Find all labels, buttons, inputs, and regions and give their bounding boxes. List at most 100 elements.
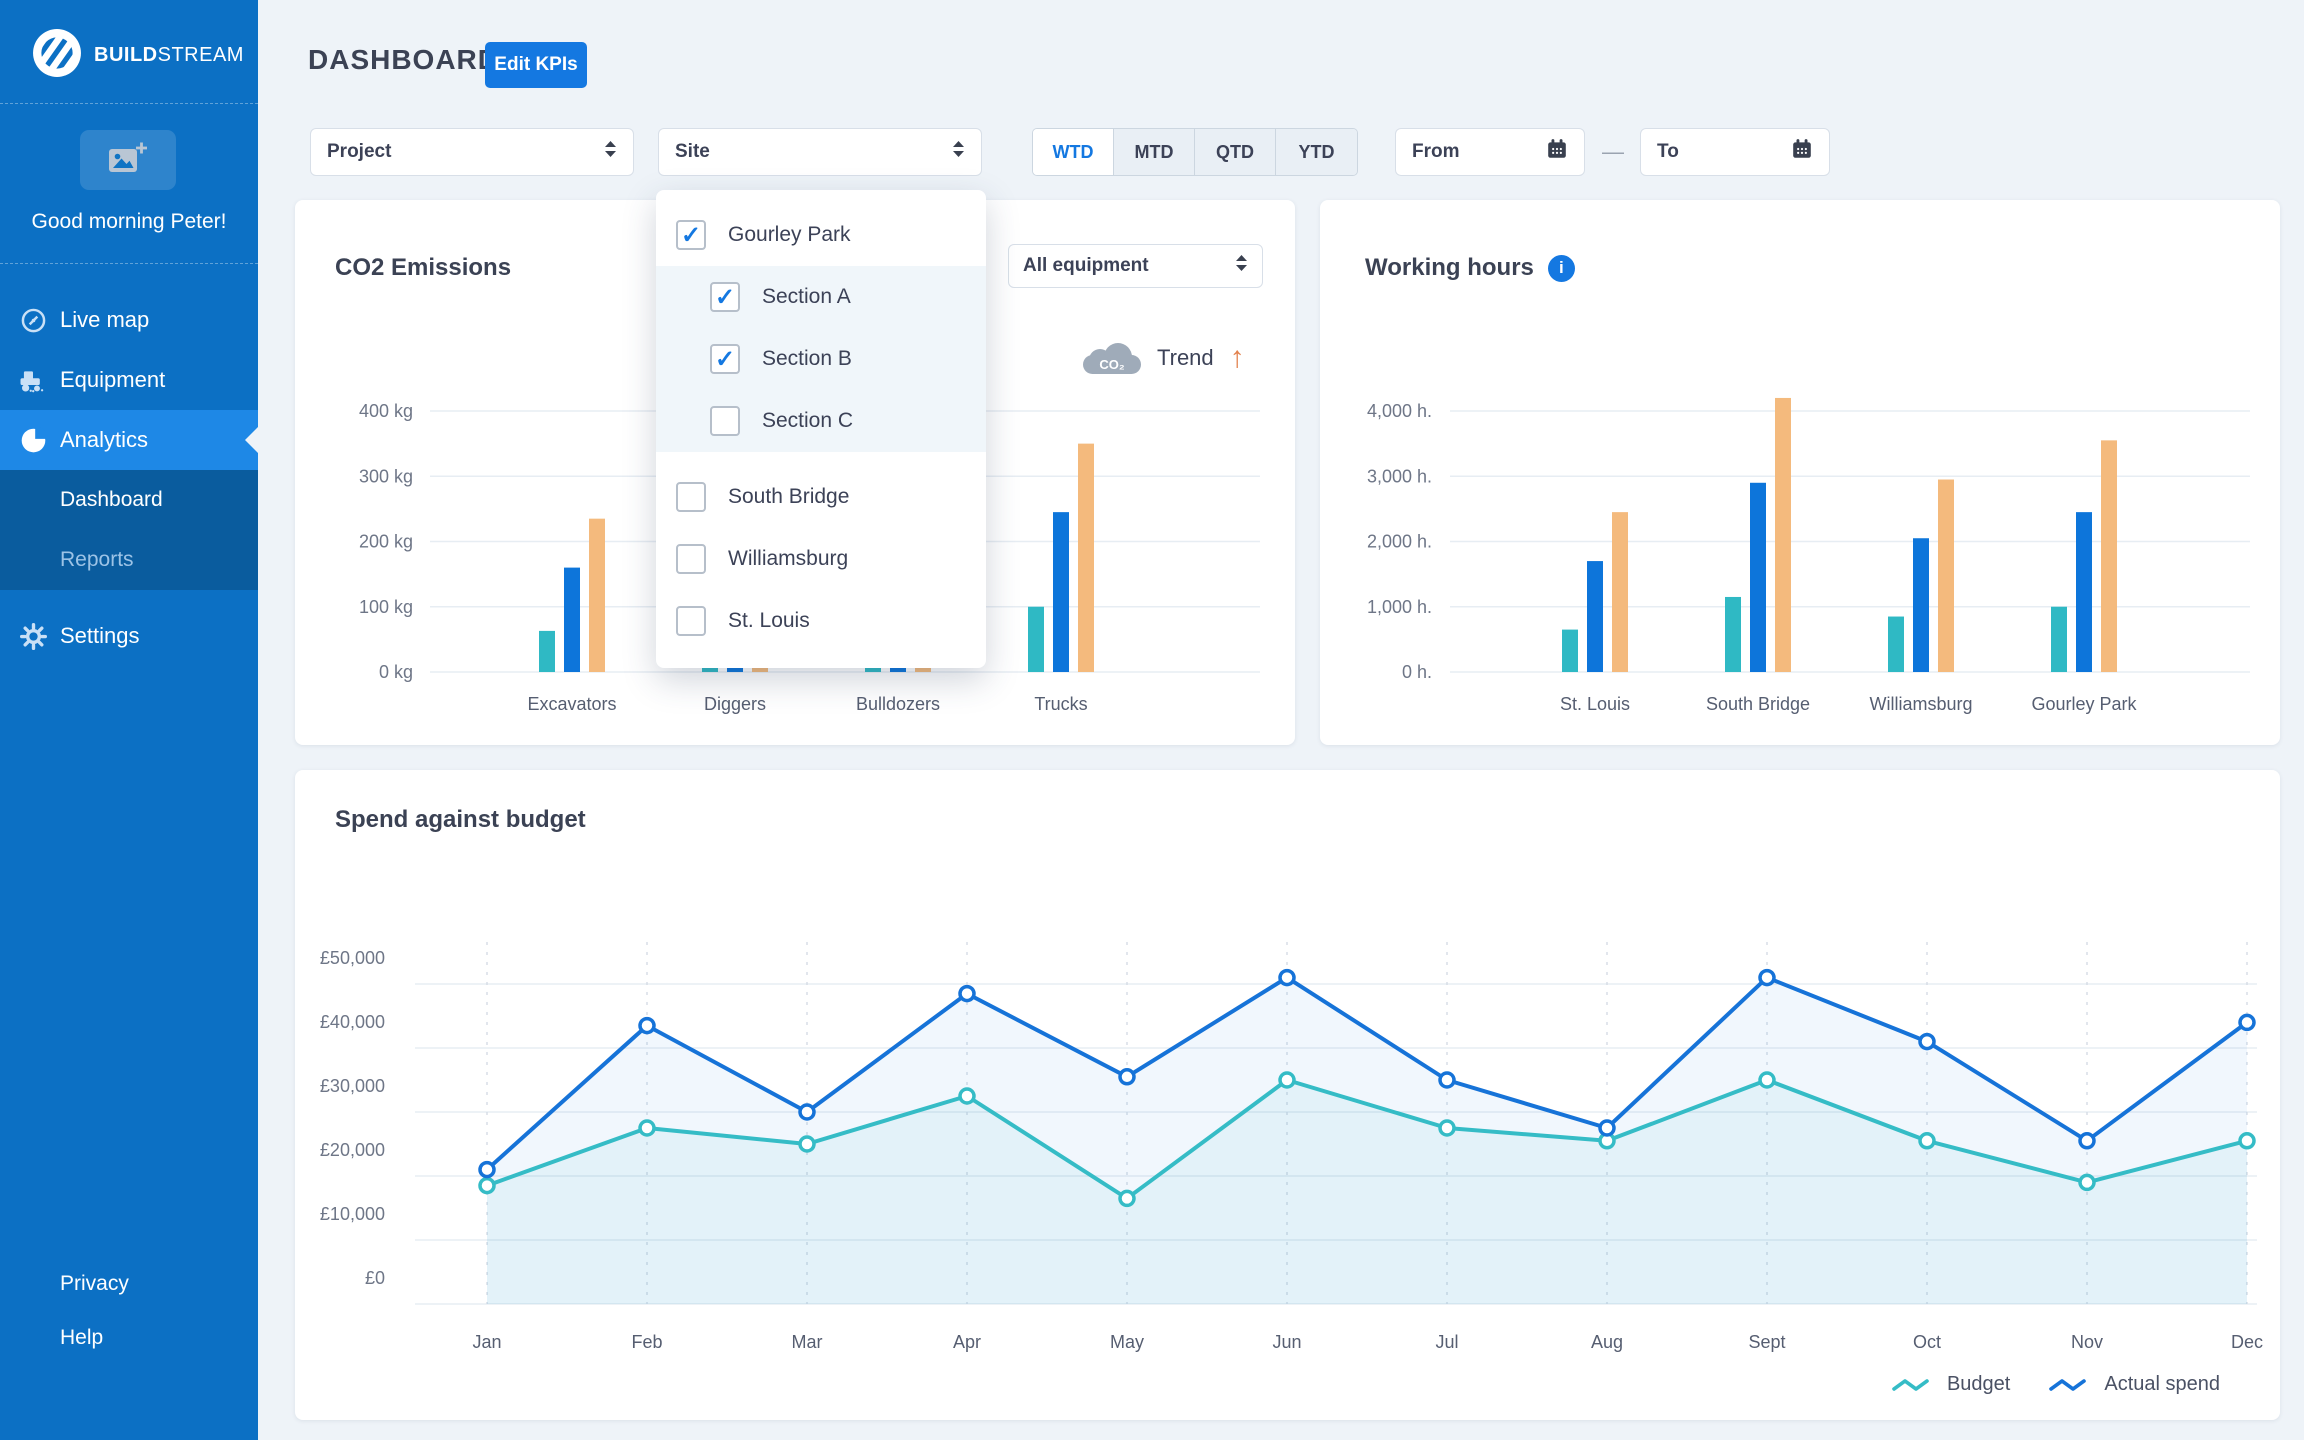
submenu-item-dashboard[interactable]: Dashboard xyxy=(0,470,258,530)
bar-gourley-park-orange xyxy=(2101,440,2117,672)
site-select[interactable]: Site xyxy=(658,128,982,176)
bar-williamsburg-blue xyxy=(1913,538,1929,672)
point-actual-spend-jun xyxy=(1278,968,1296,987)
checkbox-checked-icon[interactable]: ✓ xyxy=(710,344,740,374)
site-option-label: Gourley Park xyxy=(728,223,851,246)
site-option-label: Section C xyxy=(762,409,854,432)
date-to-label: To xyxy=(1657,141,1679,162)
point-budget-dec xyxy=(2238,1132,2256,1150)
svg-text:£0: £0 xyxy=(365,1268,385,1288)
footer-link-privacy[interactable]: Privacy xyxy=(0,1257,258,1311)
checkbox-checked-icon[interactable]: ✓ xyxy=(710,282,740,312)
bar-gourley-park-teal xyxy=(2051,606,2067,672)
point-actual-spend-jan xyxy=(478,1160,496,1179)
svg-text:£40,000: £40,000 xyxy=(320,1012,385,1032)
site-option-section-a[interactable]: ✓ Section A xyxy=(656,266,986,328)
sidebar-item-analytics[interactable]: Analytics xyxy=(0,410,258,470)
svg-text:2,000 h.: 2,000 h. xyxy=(1367,532,1432,552)
checkbox-checked-icon[interactable]: ✓ xyxy=(676,220,706,250)
svg-text:400 kg: 400 kg xyxy=(359,401,413,421)
point-actual-spend-aug xyxy=(1598,1119,1616,1137)
svg-text:0 h.: 0 h. xyxy=(1402,662,1432,682)
sidebar-item-label: Settings xyxy=(60,623,140,648)
site-option-gourley-park[interactable]: ✓ Gourley Park xyxy=(656,204,986,266)
add-photo-button[interactable] xyxy=(80,130,176,190)
site-option-st-louis[interactable]: St. Louis xyxy=(656,590,986,652)
checkbox-icon[interactable] xyxy=(676,606,706,636)
sort-caret-icon xyxy=(1235,254,1248,278)
svg-text:1,000 h.: 1,000 h. xyxy=(1367,597,1432,617)
svg-text:Diggers: Diggers xyxy=(704,694,766,714)
bar-williamsburg-teal xyxy=(1888,616,1904,672)
svg-text:3,000 h.: 3,000 h. xyxy=(1367,466,1432,486)
date-to-field[interactable]: To xyxy=(1640,128,1830,176)
legend-line-icon xyxy=(1892,1378,1929,1391)
spend-card-title: Spend against budget xyxy=(335,806,586,834)
period-segmented-control: WTD MTD QTD YTD xyxy=(1032,128,1358,176)
sidebar: BUILDSTREAM Good morning Peter! Live map… xyxy=(0,0,258,1440)
checkbox-icon[interactable] xyxy=(710,406,740,436)
working-hours-card-title: Working hours i xyxy=(1365,254,1575,282)
site-option-williamsburg[interactable]: Williamsburg xyxy=(656,528,986,590)
svg-text:Mar: Mar xyxy=(792,1332,823,1352)
svg-text:300 kg: 300 kg xyxy=(359,466,413,486)
point-actual-spend-jul xyxy=(1438,1071,1456,1089)
equipment-filter-label: All equipment xyxy=(1023,255,1149,276)
site-option-south-bridge[interactable]: South Bridge xyxy=(656,466,986,528)
period-tab-ytd[interactable]: YTD xyxy=(1276,129,1357,175)
info-icon[interactable]: i xyxy=(1547,254,1575,282)
bar-williamsburg-orange xyxy=(1938,479,1954,672)
chart-legend: Budget Actual spend xyxy=(1891,1373,2220,1396)
svg-text:St. Louis: St. Louis xyxy=(1560,694,1630,714)
submenu-item-reports[interactable]: Reports xyxy=(0,530,258,590)
point-budget-jun xyxy=(1278,1071,1296,1089)
point-budget-nov xyxy=(2078,1173,2096,1192)
date-from-field[interactable]: From xyxy=(1395,128,1585,176)
sort-caret-icon xyxy=(604,140,617,164)
site-option-section-b[interactable]: ✓ Section B xyxy=(656,328,986,390)
project-select[interactable]: Project xyxy=(310,128,634,176)
svg-text:100 kg: 100 kg xyxy=(359,597,413,617)
point-budget-sept xyxy=(1758,1071,1776,1089)
footer-link-help[interactable]: Help xyxy=(0,1311,258,1365)
period-tab-wtd[interactable]: WTD xyxy=(1033,129,1114,175)
co2-card-title: CO2 Emissions xyxy=(335,254,511,282)
gear-icon xyxy=(18,622,48,650)
sidebar-item-settings[interactable]: Settings xyxy=(0,606,258,666)
svg-text:May: May xyxy=(1110,1332,1144,1352)
sidebar-item-label: Equipment xyxy=(60,367,166,392)
date-from-label: From xyxy=(1412,141,1460,162)
sidebar-item-equipment[interactable]: Equipment xyxy=(0,350,258,410)
period-tab-qtd[interactable]: QTD xyxy=(1195,129,1276,175)
bar-trucks-teal xyxy=(1028,606,1044,672)
period-tab-mtd[interactable]: MTD xyxy=(1114,129,1195,175)
calendar-icon xyxy=(1546,138,1568,166)
bar-st-louis-orange xyxy=(1612,512,1628,672)
point-actual-spend-dec xyxy=(2238,1013,2256,1032)
sidebar-item-label: Live map xyxy=(60,307,150,332)
checkbox-icon[interactable] xyxy=(676,482,706,512)
checkbox-icon[interactable] xyxy=(676,544,706,574)
point-budget-oct xyxy=(1918,1132,1936,1150)
svg-text:£10,000: £10,000 xyxy=(320,1204,385,1224)
working-hours-card: Working hours i 0 h. 1,000 h. 2,000 h. 3,00… xyxy=(1320,200,2280,745)
site-sections-group: ✓ Section A ✓ Section B Section C xyxy=(656,266,986,452)
co2-trend-indicator: CO₂ Trend ↑ xyxy=(1083,342,1245,374)
area-budget xyxy=(487,1080,2247,1304)
equipment-filter-select[interactable]: All equipment xyxy=(1008,244,1263,288)
point-budget-feb xyxy=(638,1119,656,1137)
svg-text:£20,000: £20,000 xyxy=(320,1140,385,1160)
line-budget xyxy=(486,1078,2248,1201)
edit-kpis-button[interactable]: Edit KPIs xyxy=(485,42,587,88)
tractor-icon xyxy=(18,368,48,393)
bar-st-louis-blue xyxy=(1587,561,1603,672)
point-budget-may xyxy=(1118,1189,1136,1208)
sidebar-footer: Privacy Help xyxy=(0,1257,258,1365)
svg-text:Oct: Oct xyxy=(1913,1332,1941,1352)
point-budget-mar xyxy=(798,1135,816,1153)
site-option-label: St. Louis xyxy=(728,609,810,632)
site-option-section-c[interactable]: Section C xyxy=(656,390,986,452)
site-option-label: Williamsburg xyxy=(728,547,849,570)
sidebar-item-live-map[interactable]: Live map xyxy=(0,290,258,350)
svg-text:£50,000: £50,000 xyxy=(320,948,385,968)
